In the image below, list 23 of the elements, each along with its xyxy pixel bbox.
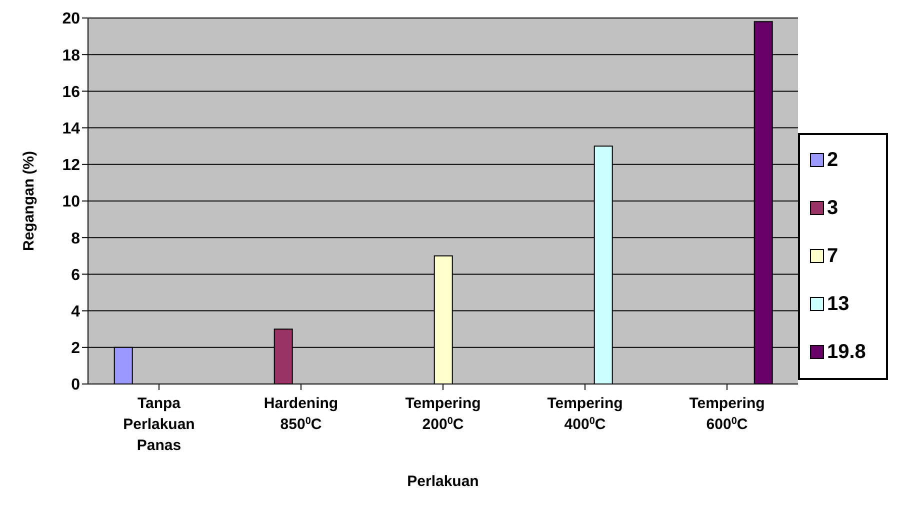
x-tick-label: Tempering 600$^{0}$C — [689, 395, 765, 433]
legend-label: 19.8 — [827, 340, 866, 364]
legend-label: 7 — [827, 244, 838, 268]
y-tick-label: 0 — [71, 376, 80, 394]
y-tick-label: 18 — [62, 47, 80, 64]
legend-label: 13 — [827, 292, 850, 316]
x-axis-title: Perlakuan — [407, 473, 479, 490]
legend-label: 2 — [827, 148, 838, 172]
y-tick-label: 20 — [62, 10, 80, 28]
y-tick-label: 14 — [62, 120, 80, 138]
y-tick-label: 2 — [71, 340, 80, 358]
x-tick-label: Tempering 400$^{0}$C — [547, 395, 623, 433]
y-axis-title: Regangan (%) — [20, 150, 38, 252]
y-tick-label: 16 — [62, 84, 80, 101]
x-tick-label: Tanpa Perlakuan Panas — [123, 395, 195, 454]
y-tick-label: 8 — [71, 230, 80, 248]
legend-label: 3 — [827, 196, 838, 220]
x-tick-label: Tempering 200$^{0}$C — [405, 395, 481, 433]
x-tick-label: Hardening 850$^{0}$C — [264, 395, 338, 433]
y-tick-label: 6 — [71, 266, 80, 284]
y-tick-label: 12 — [62, 157, 80, 174]
y-tick-label: 4 — [71, 303, 80, 320]
y-tick-label: 10 — [62, 194, 80, 211]
